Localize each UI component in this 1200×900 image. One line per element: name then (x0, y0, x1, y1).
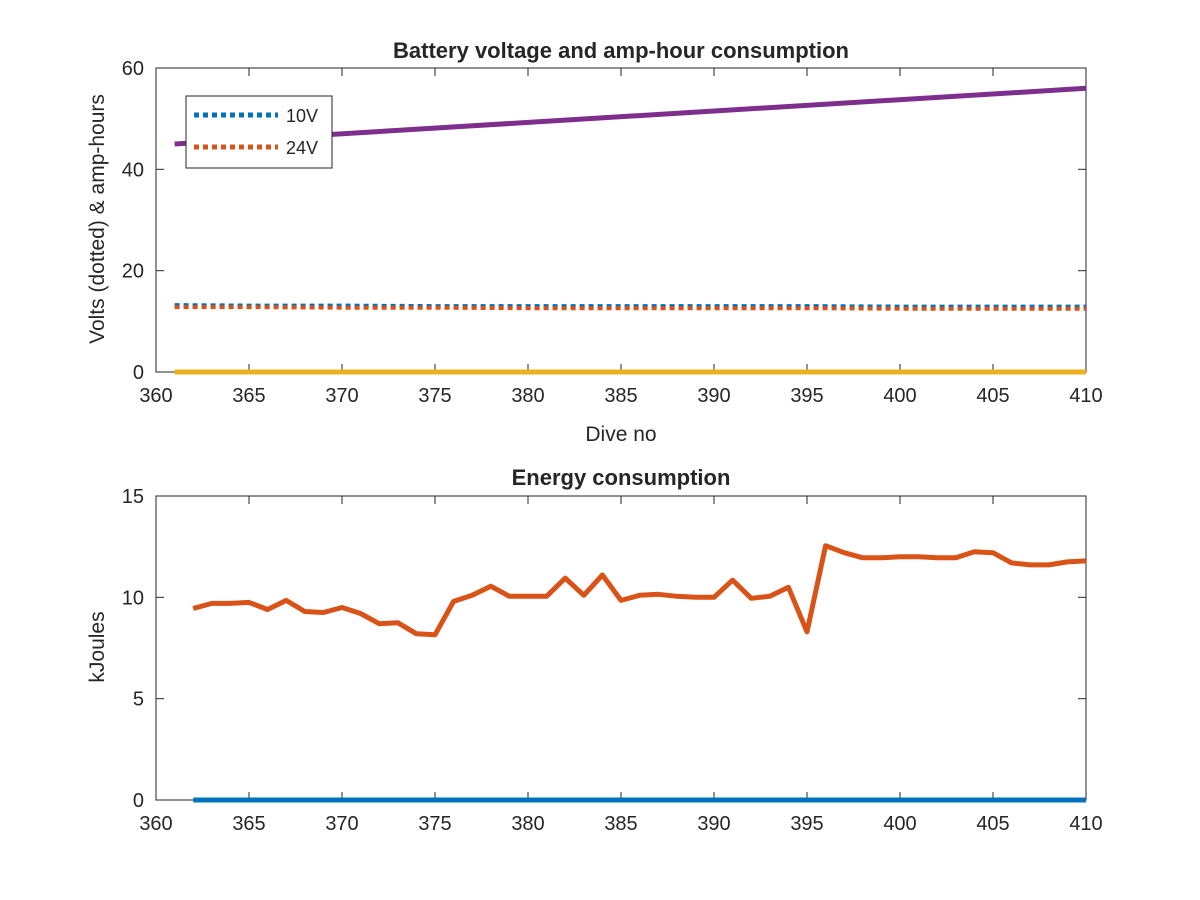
y-tick-label: 0 (133, 362, 144, 384)
y-tick-label: 60 (122, 58, 144, 80)
y-tick-label: 40 (122, 159, 144, 181)
chart-title: Energy consumption (512, 465, 731, 490)
x-tick-label: 400 (883, 813, 916, 835)
x-tick-label: 400 (883, 385, 916, 407)
y-axis-label: kJoules (86, 611, 109, 682)
legend-label: 10V (286, 106, 318, 126)
x-tick-label: 385 (604, 813, 637, 835)
x-tick-label: 405 (976, 813, 1009, 835)
chart-energy-consumption: Energy consumption kJoules 360 365 370 375 3… (86, 465, 1103, 835)
legend: 10V 24V (185, 95, 333, 169)
x-tick-label: 395 (790, 813, 823, 835)
y-tick-label: 5 (133, 689, 144, 711)
legend-box (185, 95, 333, 169)
x-tick-label: 360 (139, 813, 172, 835)
x-tick-label: 410 (1069, 813, 1102, 835)
x-tick-label: 380 (511, 813, 544, 835)
y-tick-label: 15 (122, 486, 144, 508)
x-tick-label: 370 (325, 385, 358, 407)
x-tick-label: 390 (697, 813, 730, 835)
y-tick-label: 20 (122, 261, 144, 283)
x-axis-label: Dive no (585, 423, 656, 446)
legend-label: 24V (286, 138, 318, 158)
x-tick-label: 395 (790, 385, 823, 407)
x-tick-label: 380 (511, 385, 544, 407)
x-tick-label: 370 (325, 813, 358, 835)
axes-box (155, 495, 1087, 801)
chart-title: Battery voltage and amp-hour consumption (393, 38, 849, 63)
x-tick-label: 365 (232, 385, 265, 407)
series-line (174, 305, 1086, 311)
x-tick-label: 410 (1069, 385, 1102, 407)
y-tick-label: 10 (122, 587, 144, 609)
x-tick-label: 405 (976, 385, 1009, 407)
y-tick-label: 0 (133, 790, 144, 812)
x-tick-label: 365 (232, 813, 265, 835)
x-tick-label: 390 (697, 385, 730, 407)
x-tick-label: 385 (604, 385, 637, 407)
x-tick-label: 375 (418, 813, 451, 835)
chart-battery-voltage: Battery voltage and amp-hour consumption… (86, 38, 1103, 446)
series-line (192, 543, 1087, 638)
y-axis-label: Volts (dotted) & amp-hours (86, 94, 109, 344)
x-tick-label: 375 (418, 385, 451, 407)
x-tick-label: 360 (139, 385, 172, 407)
